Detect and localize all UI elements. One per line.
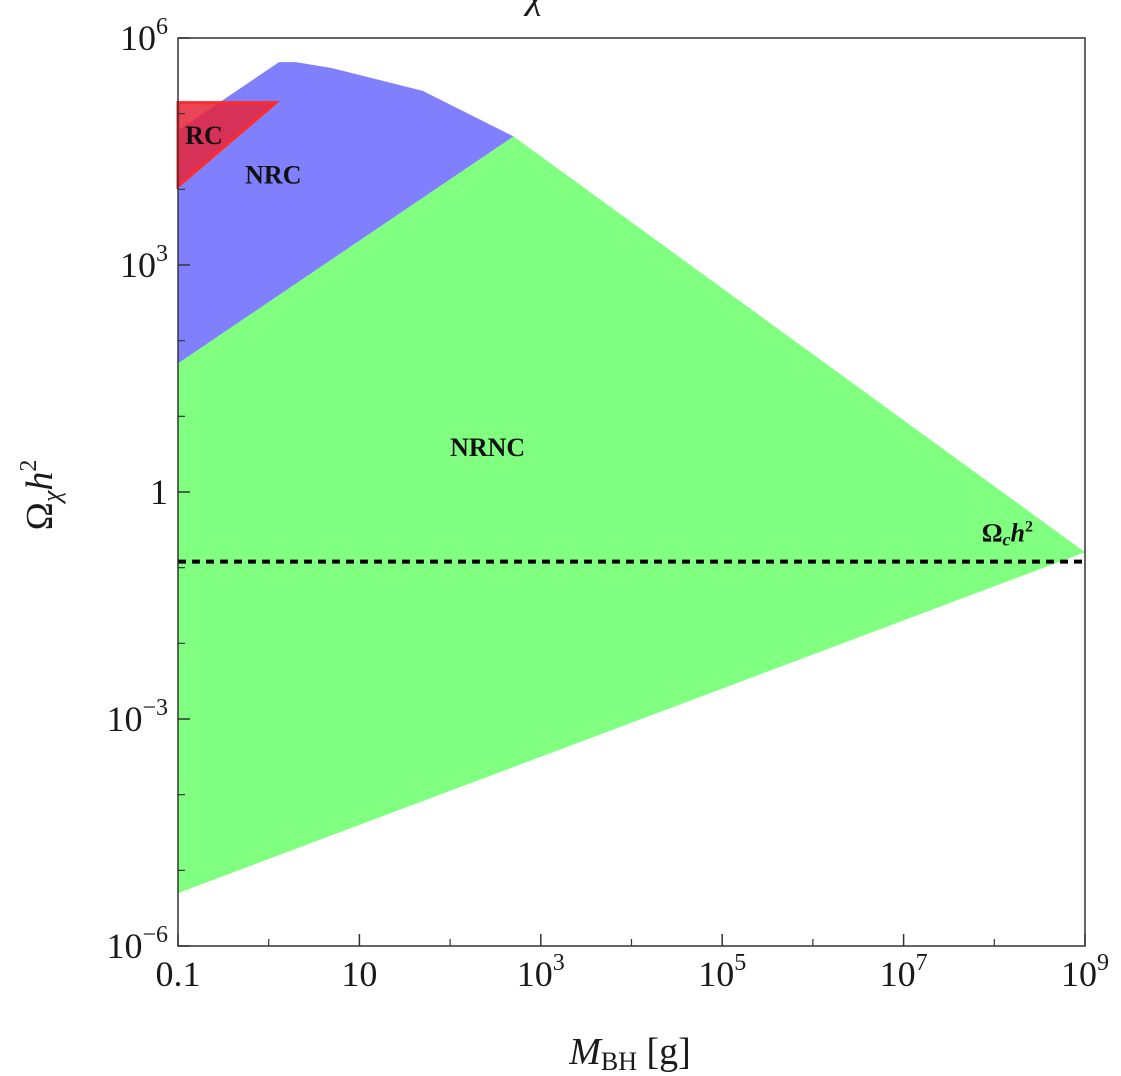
y-axis-title-text: Ωχh2 bbox=[16, 460, 66, 531]
region-label-rc: RC bbox=[185, 121, 223, 150]
x-tick-label: 105 bbox=[698, 950, 746, 994]
x-axis-title-text: MBH [g] bbox=[568, 1031, 691, 1076]
region-nrc bbox=[178, 62, 514, 364]
x-axis-title: MBH [g] bbox=[568, 1031, 691, 1076]
region-layer bbox=[176, 62, 1085, 894]
region-label-layer: NRNC NRC RC bbox=[185, 121, 525, 462]
y-tick-label: 1 bbox=[150, 472, 168, 512]
x-tick-label: 103 bbox=[517, 950, 565, 994]
chart-title: χ bbox=[523, 0, 545, 17]
y-tick-label: 103 bbox=[120, 241, 168, 285]
x-tick-label: 107 bbox=[880, 950, 928, 994]
y-axis-title: Ωχh2 bbox=[16, 460, 66, 531]
region-label-nrnc: NRNC bbox=[450, 433, 525, 462]
region-nrnc bbox=[178, 136, 1085, 894]
x-tick-label: 109 bbox=[1061, 950, 1109, 994]
y-tick-label: 106 bbox=[120, 14, 168, 58]
x-tick-label: 10 bbox=[341, 954, 377, 994]
y-tick-label: 10−3 bbox=[106, 695, 168, 739]
x-tick-label: 0.1 bbox=[156, 954, 201, 994]
region-label-nrc: NRC bbox=[245, 160, 301, 189]
omega-c-label: Ωch2 bbox=[982, 519, 1033, 550]
